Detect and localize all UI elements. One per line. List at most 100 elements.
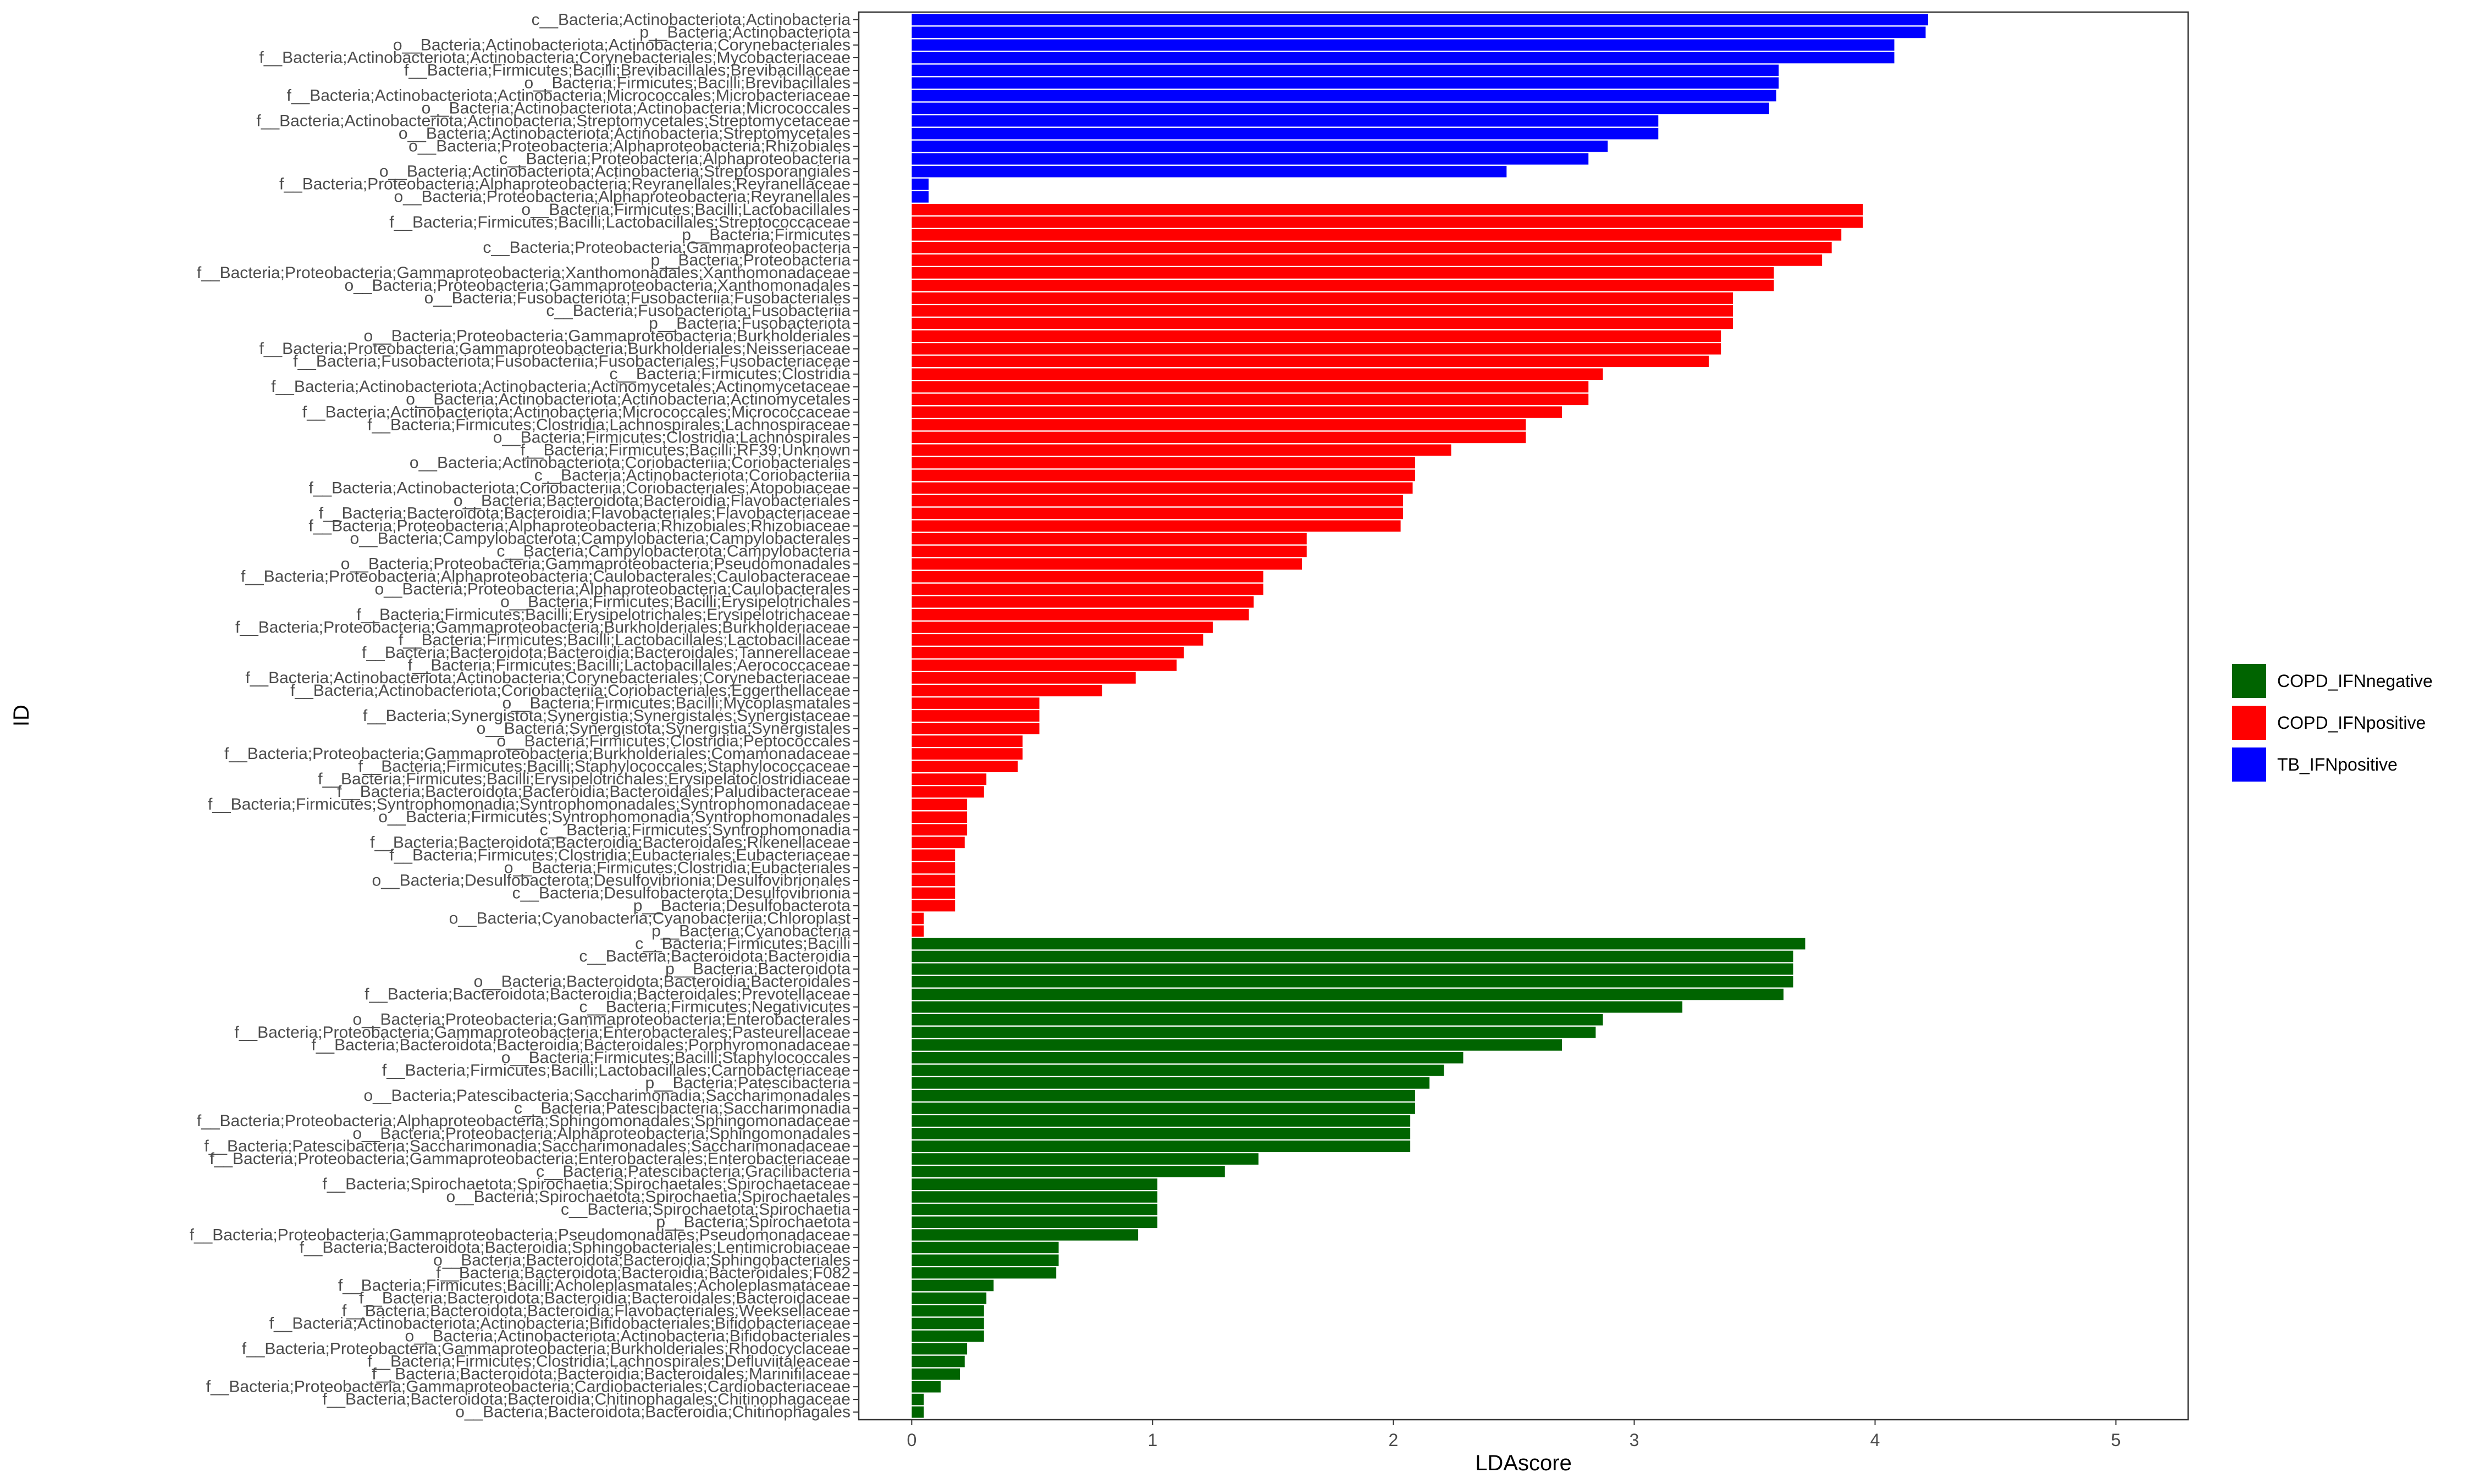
bar — [912, 1355, 965, 1367]
bar — [912, 330, 1721, 342]
bar — [912, 1393, 924, 1405]
y-tick-label: o__Bacteria;Synergistota;Synergistia;Syn… — [477, 719, 851, 738]
y-tick-labels: c__Bacteria;Actinobacteriota;Actinobacte… — [190, 10, 851, 1421]
y-tick-label: f__Bacteria;Firmicutes;Bacilli;Acholepla… — [338, 1276, 851, 1294]
bar — [912, 14, 1928, 26]
legend-key — [2232, 706, 2266, 740]
bar — [912, 1115, 1411, 1127]
bar — [912, 799, 968, 811]
bar — [912, 786, 984, 798]
y-tick-label: f__Bacteria;Bacteroidota;Bacteroidia;Bac… — [362, 644, 851, 662]
bar — [912, 178, 929, 190]
legend-key — [2232, 747, 2266, 782]
y-tick-label: f__Bacteria;Proteobacteria;Gammaproteoba… — [259, 340, 851, 358]
bar — [912, 318, 1733, 329]
y-tick-label: f__Bacteria;Spirochaetota;Spirochaetia;S… — [322, 1175, 851, 1193]
y-tick-label: f__Bacteria;Firmicutes;Bacilli;Staphyloc… — [358, 757, 851, 776]
y-tick-label: f__Bacteria;Proteobacteria;Alphaproteoba… — [308, 517, 851, 535]
y-tick-label: o__Bacteria;Actinobacteriota;Actinobacte… — [406, 390, 851, 408]
bar — [912, 39, 1895, 51]
bar — [912, 735, 1023, 747]
y-tick-label: o__Bacteria;Actinobacteriota;Actinobacte… — [422, 99, 851, 118]
y-tick-label: o__Bacteria;Firmicutes;Bacilli;Mycoplasm… — [502, 694, 851, 712]
bar — [912, 1305, 984, 1317]
y-tick-label: f__Bacteria;Firmicutes;Bacilli;RF39;Unkn… — [521, 441, 851, 459]
y-tick-label: c__Bacteria;Patescibacteria;Saccharimona… — [514, 1099, 851, 1117]
y-tick-label: o__Bacteria;Proteobacteria;Gammaproteoba… — [364, 327, 851, 345]
bar — [912, 1406, 924, 1418]
y-tick-label: o__Bacteria;Actinobacteriota;Actinobacte… — [405, 1327, 851, 1345]
y-tick-label: o__Bacteria;Spirochaetota;Spirochaetia;S… — [446, 1188, 851, 1206]
y-tick-label: p__Bacteria;Fusobacteriota — [649, 314, 851, 333]
y-tick-label: o__Bacteria;Bacteroidota;Bacteroidia;Sph… — [433, 1251, 851, 1269]
y-tick-label: f__Bacteria;Firmicutes;Bacilli;Brevibaci… — [404, 61, 851, 79]
y-tick-label: p__Bacteria;Firmicutes — [682, 226, 851, 244]
y-tick-label: o__Bacteria;Patescibacteria;Saccharimona… — [364, 1087, 851, 1105]
bar — [912, 254, 1823, 266]
y-tick-label: o__Bacteria;Actinobacteriota;Coriobacter… — [410, 453, 851, 472]
panel-border — [858, 11, 2189, 1421]
bar — [912, 1090, 1415, 1101]
y-tick-label: f__Bacteria;Firmicutes;Bacilli;Lactobaci… — [382, 1061, 851, 1079]
y-tick-label: o__Bacteria;Fusobacteriota;Fusobacteriia… — [424, 289, 851, 307]
bar — [912, 660, 1177, 671]
y-tick-label: f__Bacteria;Patescibacteria;Saccharimona… — [204, 1137, 851, 1155]
y-tick-label: o__Bacteria;Desulfobacterota;Desulfovibr… — [372, 871, 851, 889]
bar — [912, 1140, 1411, 1152]
y-tick-label: o__Bacteria;Firmicutes;Clostridia;Lachno… — [493, 428, 851, 446]
y-tick-label: f__Bacteria;Bacteroidota;Bacteroidia;Fla… — [342, 1302, 851, 1320]
bar — [912, 697, 1040, 709]
bar — [912, 1317, 984, 1330]
bar — [912, 761, 1018, 772]
bar — [912, 469, 1415, 481]
y-tick-label: c__Bacteria;Actinobacteriota;Actinobacte… — [532, 10, 851, 29]
legend-label: TB_IFNpositive — [2277, 755, 2398, 774]
y-tick-label: f__Bacteria;Actinobacteriota;Actinobacte… — [269, 1314, 851, 1332]
bar — [912, 495, 1403, 507]
y-tick-label: c__Bacteria;Fusobacteriota;Fusobacteriia — [546, 302, 851, 320]
x-tick-label: 0 — [907, 1430, 916, 1450]
bar — [912, 292, 1733, 304]
y-axis-title: ID — [9, 705, 34, 727]
y-tick-label: p__Bacteria;Spirochaetota — [656, 1213, 851, 1231]
x-tick-label: 4 — [1870, 1430, 1880, 1450]
bar — [912, 1001, 1683, 1013]
bar — [912, 1077, 1430, 1089]
bar — [912, 203, 1863, 215]
y-tick-label: o__Bacteria;Firmicutes;Bacilli;Brevibaci… — [524, 74, 851, 92]
y-tick-label: f__Bacteria;Bacteroidota;Bacteroidia;Bac… — [436, 1264, 851, 1282]
bar — [912, 912, 924, 924]
y-tick-label: f__Bacteria;Firmicutes;Bacilli;Lactobaci… — [389, 213, 851, 231]
y-tick-label: c__Bacteria;Campylobacterota;Campylobact… — [496, 542, 851, 561]
bar — [912, 571, 1263, 583]
bar — [912, 242, 1832, 253]
bar — [912, 621, 1213, 633]
y-tick-label: c__Bacteria;Desulfobacterota;Desulfovibr… — [512, 884, 851, 902]
bar — [912, 457, 1415, 469]
y-tick-label: p__Bacteria;Proteobacteria — [650, 251, 851, 269]
y-tick-label: o__Bacteria;Firmicutes;Bacilli;Erysipelo… — [500, 593, 851, 611]
bar — [912, 1166, 1225, 1177]
y-tick-label: f__Bacteria;Firmicutes;Clostridia;Eubact… — [389, 846, 851, 864]
bar — [912, 52, 1895, 64]
y-tick-label: o__Bacteria;Proteobacteria;Gammaproteoba… — [344, 276, 851, 295]
x-tick-label: 1 — [1148, 1430, 1158, 1450]
y-tick-label: c__Bacteria;Actinobacteriota;Coriobacter… — [534, 466, 851, 484]
bar — [912, 1178, 1158, 1190]
bar — [912, 267, 1774, 279]
y-tick-label: o__Bacteria;Proteobacteria;Alphaproteoba… — [408, 137, 851, 156]
y-tick-label: p__Bacteria;Bacteroidota — [665, 960, 851, 978]
bar — [912, 507, 1403, 519]
bar — [912, 165, 1507, 178]
bar — [912, 229, 1842, 241]
bar — [912, 444, 1451, 456]
y-tick-label: f__Bacteria;Bacteroidota;Bacteroidia;Bac… — [365, 985, 851, 1004]
y-tick-label: c__Bacteria;Spirochaetota;Spirochaetia — [561, 1200, 851, 1219]
bar — [912, 900, 956, 912]
y-tick-label: f__Bacteria;Proteobacteria;Gammaproteoba… — [224, 745, 851, 763]
y-tick-label: o__Bacteria;Proteobacteria;Alphaproteoba… — [394, 188, 851, 206]
y-tick-label: f__Bacteria;Actinobacteriota;Actinobacte… — [245, 669, 851, 687]
bar — [912, 280, 1774, 291]
y-tick-label: o__Bacteria;Firmicutes;Bacilli;Staphyloc… — [501, 1049, 851, 1067]
bar — [912, 419, 1526, 431]
